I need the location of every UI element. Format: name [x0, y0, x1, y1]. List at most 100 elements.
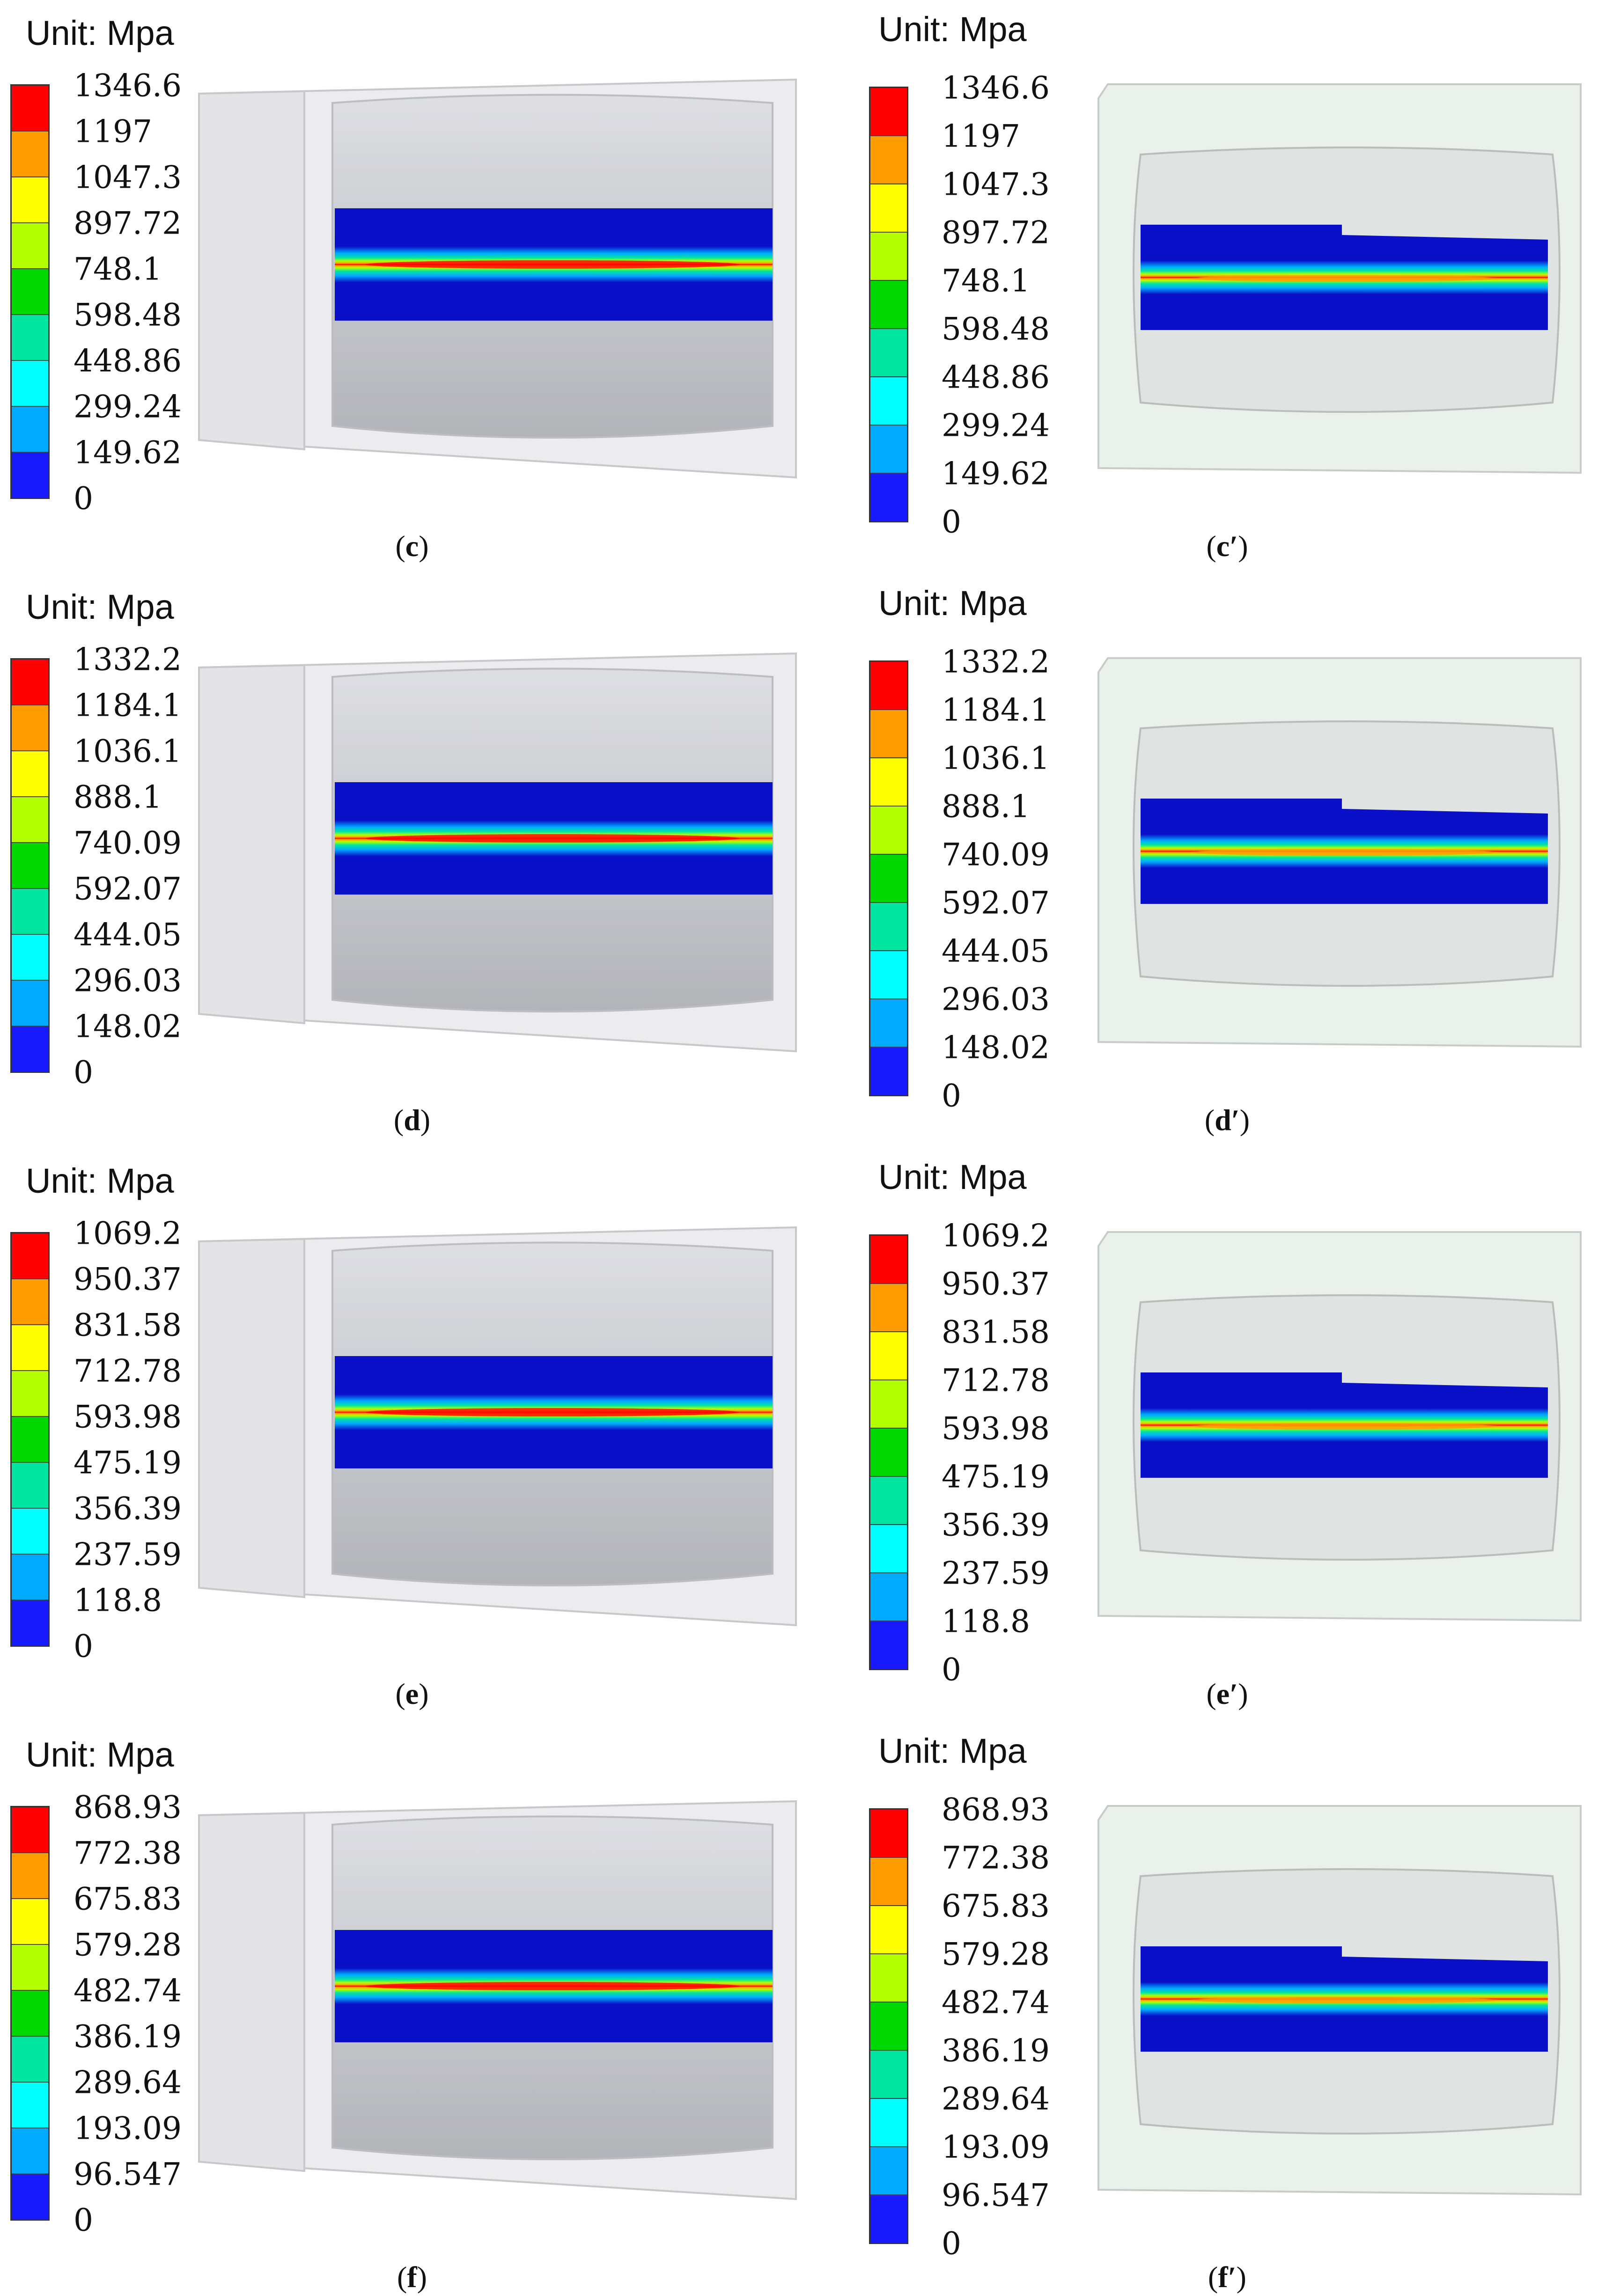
legend-value-label: 1332.2 [942, 644, 1050, 680]
legend-value-label: 1184.1 [942, 692, 1050, 728]
legend-value-label: 831.58 [74, 1307, 182, 1343]
contour-panel-f-prime: Unit: Mpa 868.93 772.38 675.83 579.28 482.74 3… [799, 1722, 1598, 2296]
legend-value-label: 96.547 [74, 2156, 182, 2193]
legend-value-label: 888.1 [74, 779, 162, 815]
legend-value-label: 237.59 [74, 1536, 182, 1573]
legend-value-label: 598.48 [74, 297, 182, 333]
legend-value-label: 675.83 [74, 1881, 182, 1917]
legend-value-label: 118.8 [942, 1603, 1030, 1640]
caption-close: ) [419, 529, 429, 563]
caption-open: ( [1204, 1103, 1215, 1137]
legend-color-segment [12, 406, 48, 452]
caption-open: ( [1206, 529, 1216, 563]
legend-value-label: 193.09 [74, 2110, 182, 2147]
housing-flange [198, 1238, 305, 1599]
legend-color-segment [12, 222, 48, 268]
half-bearing-model [1097, 1805, 1582, 2196]
caption-letter: f [1218, 2260, 1228, 2294]
legend-value-label: 0 [74, 480, 93, 517]
legend-value-label: 868.93 [74, 1789, 182, 1826]
legend-color-segment [870, 1572, 907, 1621]
contour-panel-d-prime: Unit: Mpa 1332.2 1184.1 1036.1 888.1 740.09 59… [799, 574, 1598, 1148]
legend-color-segment [12, 1416, 48, 1462]
unit-label: Unit: Mpa [26, 1161, 174, 1200]
legend-color-segment [12, 452, 48, 498]
legend-color-segment [870, 328, 907, 376]
legend-value-label: 96.547 [942, 2177, 1050, 2214]
legend-color-segment [870, 473, 907, 521]
legend-value-label: 356.39 [942, 1507, 1050, 1543]
panel-caption: (c′) [1206, 529, 1248, 564]
legend-value-label: 0 [74, 1628, 93, 1665]
stress-hotspot [365, 1408, 740, 1416]
legend-value-label: 356.39 [74, 1490, 182, 1527]
caption-letter: f [407, 2260, 417, 2294]
caption-letter: e [405, 1677, 419, 1710]
caption-open: ( [1208, 2260, 1218, 2294]
contour-panel-e-prime: Unit: Mpa 1069.2 950.37 831.58 712.78 593.98 4… [799, 1148, 1598, 1722]
legend-value-label: 592.07 [74, 871, 182, 907]
caption-close: ) [1239, 1103, 1250, 1137]
legend-color-segment [870, 2194, 907, 2243]
legend-value-label: 950.37 [942, 1266, 1050, 1302]
legend-color-bar [869, 87, 908, 522]
legend-color-segment [870, 1379, 907, 1428]
legend-color-segment [12, 842, 48, 888]
contour-panel-d: Unit: Mpa 1332.2 1184.1 1036.1 888.1 740.09 59… [0, 574, 799, 1148]
legend-color-segment [870, 757, 907, 806]
legend-color-bar [10, 84, 50, 499]
legend-color-segment [870, 2002, 907, 2050]
legend-color-bar [10, 1806, 50, 2221]
legend-value-label: 1332.2 [74, 641, 182, 678]
legend-color-segment [870, 1236, 907, 1283]
full-bearing-model [198, 78, 797, 479]
caption-open: ( [395, 529, 405, 563]
legend-color-segment [870, 376, 907, 425]
legend-color-segment [870, 1047, 907, 1095]
panel-caption: (d) [394, 1103, 430, 1137]
caption-prime: ′ [1230, 529, 1238, 563]
legend-color-segment [12, 796, 48, 842]
legend-color-segment [12, 1852, 48, 1898]
caption-close: ) [419, 1677, 429, 1710]
caption-letter: c [405, 529, 419, 563]
legend-color-segment [870, 902, 907, 950]
legend-value-label: 448.86 [942, 359, 1050, 396]
legend-color-segment [12, 660, 48, 704]
panel-caption: (d′) [1205, 1103, 1250, 1137]
stress-hotspot [1190, 1997, 1499, 2003]
legend-color-segment [870, 1857, 907, 1905]
legend-value-label: 1346.6 [74, 67, 182, 104]
legend-color-segment [12, 934, 48, 980]
legend-value-label: 748.1 [74, 251, 162, 287]
legend-value-label: 748.1 [942, 263, 1030, 299]
legend-value-label: 482.74 [942, 1984, 1050, 2021]
legend-color-segment [870, 1905, 907, 1953]
half-bearing-model [1097, 1231, 1582, 1622]
caption-letter: e [1216, 1677, 1230, 1710]
unit-label: Unit: Mpa [26, 587, 174, 626]
legend-color-segment [12, 360, 48, 406]
caption-letter: d [404, 1103, 420, 1137]
legend-value-label: 386.19 [942, 2032, 1050, 2069]
caption-open: ( [397, 2260, 407, 2294]
caption-letter: d [1215, 1103, 1231, 1137]
legend-color-segment [870, 1953, 907, 2002]
legend-value-label: 444.05 [942, 933, 1050, 969]
legend-color-segment [870, 1524, 907, 1572]
legend-value-label: 289.64 [942, 2081, 1050, 2117]
stress-hotspot [365, 1982, 740, 1990]
panel-caption: (f′) [1208, 2260, 1246, 2295]
legend-value-label: 1184.1 [74, 687, 182, 724]
legend-value-label: 592.07 [942, 885, 1050, 921]
caption-close: ) [1238, 1677, 1248, 1710]
legend-color-segment [870, 2098, 907, 2146]
legend-color-segment [870, 425, 907, 473]
legend-color-segment [12, 2173, 48, 2219]
legend-value-label: 888.1 [942, 788, 1030, 825]
contour-panel-e: Unit: Mpa 1069.2 950.37 831.58 712.78 593.98 4… [0, 1148, 799, 1722]
legend-color-segment [12, 1944, 48, 1990]
unit-label: Unit: Mpa [26, 14, 174, 52]
legend-value-label: 1346.6 [942, 70, 1050, 106]
caption-open: ( [393, 1103, 404, 1137]
